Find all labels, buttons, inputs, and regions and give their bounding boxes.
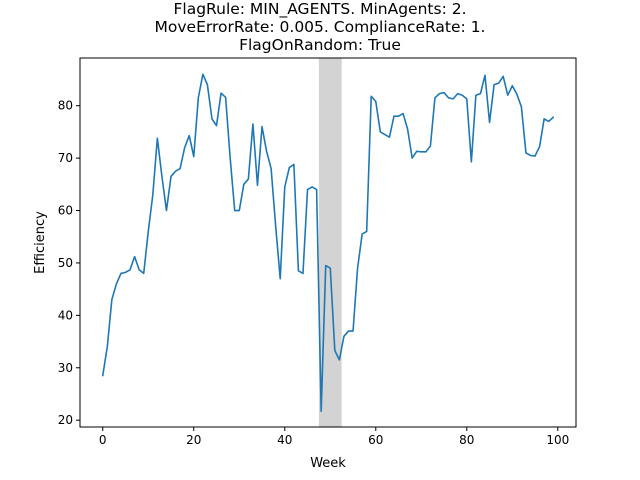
x-tick-label: 60 [368,433,383,447]
x-tick-label: 20 [186,433,201,447]
y-tick-label: 70 [58,151,73,165]
y-tick-label: 80 [58,99,73,113]
shaded-region-layer [318,58,342,427]
series-line-layer [101,73,555,413]
y-tick-label: 20 [58,413,73,427]
shaded-region [318,58,342,427]
x-tick-label: 80 [459,433,474,447]
y-tick-label: 40 [58,308,73,322]
y-tick-label: 50 [58,256,73,270]
x-axis-label: Week [310,456,346,471]
y-ticks: 20 30 40 50 60 70 80 [58,99,80,427]
x-ticks: 0 20 40 60 80 100 [99,427,569,447]
x-tick-label: 40 [277,433,292,447]
plot-frame [79,57,577,428]
chart-title-line-3: FlagOnRandom: True [239,36,401,54]
series-line-0 [101,73,555,413]
chart-title-line-2: MoveErrorRate: 0.005. ComplianceRate: 1. [154,18,486,36]
x-tick-label: 0 [99,433,107,447]
y-tick-label: 60 [58,204,73,218]
x-tick-label: 100 [546,433,569,447]
y-tick-label: 30 [58,361,73,375]
y-axis-label: Efficiency [33,211,48,274]
chart-title-line-1: FlagRule: MIN_AGENTS. MinAgents: 2. [173,0,467,18]
